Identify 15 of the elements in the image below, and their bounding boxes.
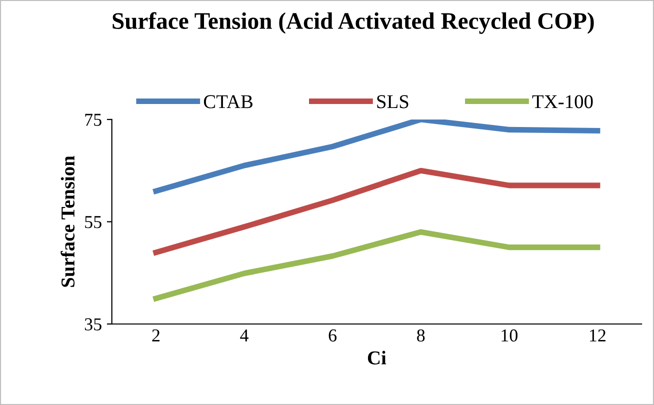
legend-label: CTAB bbox=[204, 95, 252, 108]
x-tick-label: 6 bbox=[328, 329, 337, 342]
y-axis-title: Surface Tension bbox=[60, 156, 75, 287]
x-tick-label: 10 bbox=[502, 329, 518, 342]
x-axis-title: Ci bbox=[368, 350, 386, 364]
legend-label: SLS bbox=[377, 95, 408, 108]
legend-label: TX-100 bbox=[532, 95, 593, 108]
y-tick-label: 35 bbox=[84, 318, 102, 330]
x-tick-label: 2 bbox=[152, 329, 160, 342]
x-tick-label: 4 bbox=[240, 330, 248, 342]
x-tick-label: 12 bbox=[590, 329, 606, 342]
x-tick-label: 8 bbox=[417, 329, 425, 342]
y-tick-label: 75 bbox=[85, 114, 102, 126]
chart-title: Surface Tension (Acid Activated Recycled COP) bbox=[112, 12, 594, 34]
y-tick-label: 55 bbox=[85, 216, 102, 228]
